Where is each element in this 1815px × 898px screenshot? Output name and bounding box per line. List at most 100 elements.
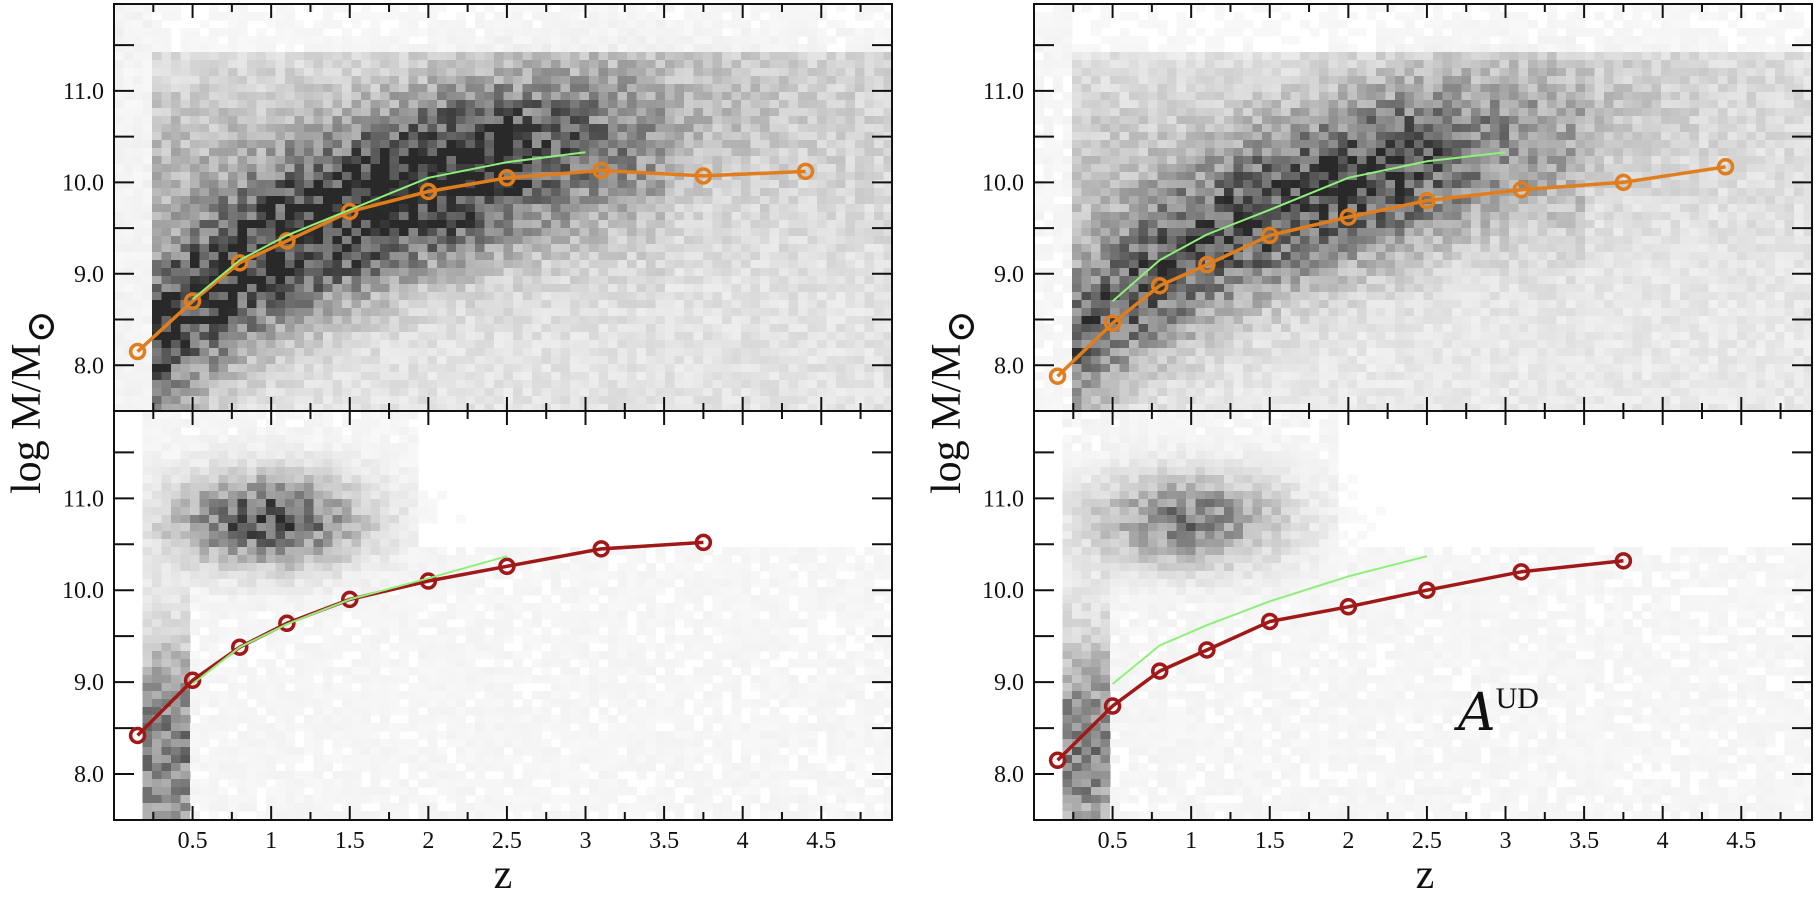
y-tick-label: 8.0 — [74, 762, 104, 788]
x-axis-title-left: z — [494, 852, 513, 898]
x-tick-label: 2.5 — [1412, 828, 1442, 854]
y-tick-label: 11.0 — [63, 79, 104, 105]
annotation-main: A — [1454, 683, 1496, 743]
density-histogram — [1062, 411, 1812, 820]
x-tick-label: 3 — [1500, 828, 1512, 854]
median-point — [1261, 612, 1279, 631]
median-point — [341, 590, 359, 609]
y-tick-label: 11.0 — [983, 486, 1024, 512]
series-group — [128, 533, 713, 745]
median-point — [1339, 208, 1358, 226]
annotation-superscript: UD — [1496, 682, 1539, 715]
median-point — [1103, 697, 1122, 715]
median-point — [694, 167, 713, 185]
x-tick-label: 3.5 — [649, 828, 679, 854]
median-point — [1048, 367, 1067, 385]
median-point — [278, 232, 296, 250]
x-tick-label: 1.5 — [1255, 828, 1285, 854]
panel-frame — [1033, 410, 1813, 821]
y-axis-title-left: log M/M⊙ — [4, 310, 63, 494]
median-point — [1261, 226, 1279, 245]
panel-frame — [113, 410, 893, 821]
reference-line — [1111, 151, 1506, 302]
median-line — [1056, 559, 1624, 762]
x-axis-title-right: z — [1416, 852, 1435, 898]
median-point — [1614, 552, 1633, 570]
y-tick-label: 11.0 — [983, 79, 1024, 105]
panel-top-left: 8.0 9.0 10.0 11.0 — [62, 3, 893, 412]
median-point — [1614, 173, 1633, 192]
series-group — [128, 151, 815, 361]
y-tick-label: 9.0 — [994, 670, 1024, 696]
x-tick-label: 0.5 — [1098, 828, 1128, 854]
series-group — [1048, 552, 1633, 770]
median-point — [498, 557, 516, 576]
median-point — [1150, 276, 1169, 295]
median-point — [796, 162, 815, 181]
median-point — [128, 726, 147, 745]
reference-line — [1111, 555, 1428, 685]
median-point — [1150, 662, 1169, 680]
x-tick-label: 2.5 — [492, 828, 522, 854]
y-tick-label: 11.0 — [63, 486, 104, 512]
axis-labels: log M/M⊙ log M/M⊙ z z AUD — [4, 310, 1539, 898]
panel-bottom-left: 8.0 9.0 10.0 11.0 0.5 1 1.5 2 2.5 3 3.5 4 4.5 — [62, 410, 893, 854]
median-line — [1056, 165, 1726, 378]
y-axis-title-right: log M/M⊙ — [924, 310, 983, 494]
median-point — [230, 638, 249, 656]
median-point — [183, 292, 202, 310]
panel-top-right: 8.0 9.0 10.0 11.0 — [982, 3, 1813, 412]
median-point — [1418, 191, 1436, 210]
y-tick-label: 10.0 — [62, 170, 104, 196]
median-line — [136, 168, 806, 353]
panels: 8.09.010.011.08.09.010.011.08.09.010.011… — [62, 3, 1813, 854]
x-tick-label: 4.5 — [1726, 828, 1756, 854]
median-point — [128, 342, 147, 361]
median-point — [1512, 563, 1530, 581]
median-point — [183, 671, 202, 690]
y-tick-label: 10.0 — [982, 170, 1024, 196]
density-histogram — [114, 4, 892, 411]
median-point — [1048, 751, 1067, 770]
median-point — [230, 254, 249, 272]
density-histogram — [142, 411, 892, 820]
x-tick-label: 4.5 — [806, 828, 836, 854]
median-point — [1198, 255, 1216, 274]
median-point — [498, 169, 516, 187]
series-group — [1048, 151, 1735, 385]
y-tick-label: 10.0 — [62, 578, 104, 604]
median-point — [1103, 314, 1122, 332]
median-point — [278, 614, 296, 633]
x-tick-label: 1 — [1185, 828, 1197, 854]
x-tick-label: 1.5 — [335, 828, 365, 854]
x-tick-label: 3.5 — [1569, 828, 1599, 854]
median-point — [1339, 598, 1358, 616]
y-tick-label: 10.0 — [982, 578, 1024, 604]
y-tick-label: 9.0 — [74, 262, 104, 288]
x-tick-label: 1 — [265, 828, 277, 854]
panel-bottom-right: 8.0 9.0 10.0 11.0 0.5 1 1.5 2 2.5 3 3.5 4 4.5 — [982, 410, 1813, 854]
reference-line — [191, 555, 508, 685]
annotation-label: AUD — [1454, 682, 1539, 743]
x-tick-label: 3 — [580, 828, 592, 854]
x-tick-label: 4 — [1657, 828, 1669, 854]
y-tick-label: 9.0 — [74, 670, 104, 696]
median-point — [1198, 641, 1216, 659]
median-point — [592, 540, 610, 558]
x-tick-label: 2 — [1342, 828, 1354, 854]
y-tick-label: 8.0 — [994, 353, 1024, 379]
y-tick-label: 8.0 — [74, 353, 104, 379]
x-tick-label: 0.5 — [178, 828, 208, 854]
y-tick-label: 9.0 — [994, 262, 1024, 288]
x-tick-label: 2 — [422, 828, 434, 854]
median-point — [1418, 581, 1436, 599]
median-point — [1716, 158, 1735, 176]
median-point — [419, 182, 438, 201]
reference-line — [191, 151, 586, 301]
x-tick-label: 4 — [737, 828, 749, 854]
median-point — [694, 533, 713, 552]
median-point — [592, 161, 610, 180]
median-point — [1512, 180, 1530, 199]
y-tick-label: 8.0 — [994, 762, 1024, 788]
